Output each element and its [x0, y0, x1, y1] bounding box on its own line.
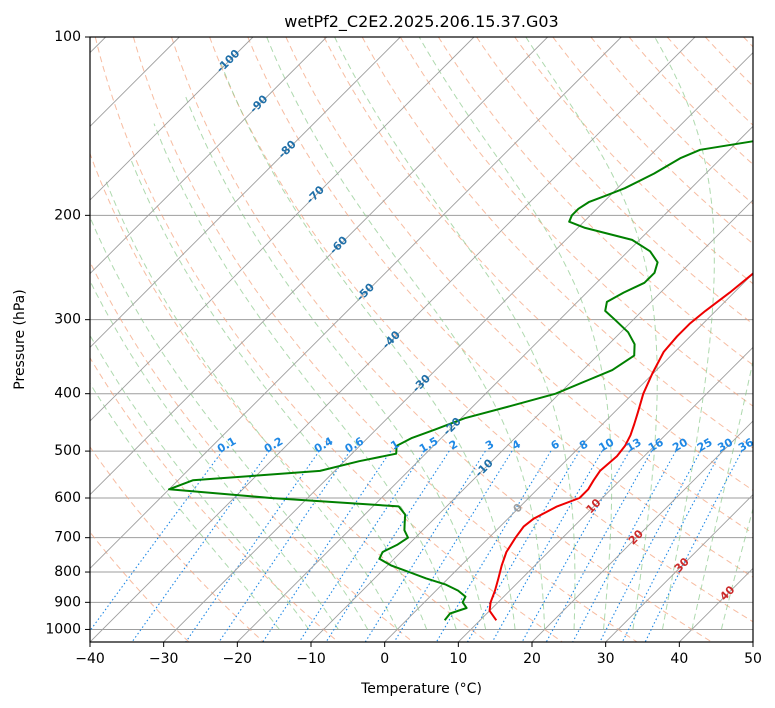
x-tick-label: 20 [523, 651, 541, 667]
moist-adiabat [219, 61, 516, 630]
mixing-ratio-line [185, 450, 320, 642]
x-tick-label: 50 [744, 651, 762, 667]
dry-adiabat [552, 37, 753, 245]
isotherm-line [458, 346, 753, 642]
dewpoint-profile-line [168, 140, 753, 621]
moist-adiabat [90, 334, 310, 630]
isotherms [90, 37, 753, 642]
isotherm-line [90, 37, 548, 496]
mixing-ratio-line [467, 450, 580, 642]
isotherm-line [90, 37, 696, 642]
moist-adiabat [334, 37, 576, 630]
isotherm-line [237, 125, 753, 642]
isotherm-line [605, 494, 753, 642]
x-tick-label: −10 [296, 651, 326, 667]
chart-title: wetPf2_C2E2.2025.206.15.37.G03 [284, 12, 558, 32]
isotherm-line [163, 52, 753, 642]
y-axis-ticks: 100 200 300 400 500 600 700 800 900 1000 [45, 29, 90, 637]
sounding-profiles [168, 140, 753, 621]
isotherm-line [310, 199, 753, 642]
x-tick-label: 30 [597, 651, 615, 667]
isotherm-line [90, 37, 327, 275]
x-tick-label: 0 [380, 651, 389, 667]
dry-adiabat [90, 356, 339, 642]
moist-adiabat [525, 37, 658, 630]
moist-adiabat [184, 94, 487, 630]
dry-adiabat [90, 260, 414, 642]
dry-adiabat [323, 37, 753, 491]
moist-adiabat [691, 358, 753, 630]
y-tick-label: 100 [54, 29, 81, 45]
y-tick-label: 500 [54, 443, 81, 459]
x-tick-label: 10 [449, 651, 467, 667]
y-tick-label: 200 [54, 207, 81, 223]
mixing-ratio-line [435, 450, 552, 642]
dry-adiabat [94, 37, 563, 642]
x-tick-label: 40 [670, 651, 688, 667]
moist-adiabat [90, 215, 369, 630]
y-tick-label: 700 [54, 530, 81, 546]
x-tick-label: −40 [75, 651, 105, 667]
dry-adiabat [209, 37, 753, 623]
y-tick-label: 300 [54, 312, 81, 328]
mixing-ratio-lines [90, 450, 743, 642]
mixing-ratio-line [545, 450, 653, 642]
dry-adiabat [437, 37, 753, 366]
pressure-gridlines [90, 37, 753, 630]
mixing-ratio-line [521, 450, 630, 642]
moist-adiabat [720, 506, 753, 630]
moist-adiabat [418, 37, 613, 630]
isotherm-line [90, 37, 622, 569]
moist-adiabats [90, 37, 753, 630]
moist-adiabat [129, 157, 428, 630]
y-tick-label: 400 [54, 386, 81, 402]
dry-adiabat [132, 37, 638, 642]
moist-adiabat [654, 37, 715, 630]
dry-adiabat [285, 37, 753, 535]
isotherm-line [90, 37, 254, 201]
moist-adiabat [90, 279, 339, 630]
isotherm-line [384, 273, 753, 642]
dry-adiabat [171, 37, 712, 642]
dry-adiabat [590, 37, 753, 205]
moist-adiabat [105, 180, 398, 630]
y-tick-label: 900 [54, 594, 81, 610]
moist-adiabat [266, 37, 546, 630]
mixing-ratio-line [131, 450, 270, 642]
y-axis-label: Pressure (hPa) [12, 289, 28, 389]
y-tick-label: 800 [54, 564, 81, 580]
isotherm-line [90, 37, 401, 348]
x-axis-label: Temperature (°C) [360, 681, 482, 697]
y-tick-label: 600 [54, 490, 81, 506]
isotherm-line [90, 37, 475, 422]
mixing-ratio-line [364, 450, 486, 642]
moist-adiabat [153, 123, 457, 630]
mixing-ratio-line [491, 450, 603, 642]
mixing-ratio-line [621, 450, 722, 642]
x-tick-label: −30 [149, 651, 179, 667]
mixing-ratio-line [393, 450, 513, 642]
y-tick-label: 1000 [45, 621, 81, 637]
dry-adiabat [399, 37, 753, 407]
dry-adiabat [247, 37, 753, 578]
x-tick-label: −20 [223, 651, 253, 667]
mixing-ratio-line [599, 450, 701, 642]
x-axis-ticks: −40 −30 −20 −10 0 10 20 30 40 50 [75, 642, 762, 667]
mixing-ratio-line [218, 450, 351, 642]
mixing-ratio-line [572, 450, 677, 642]
temperature-profile-line [488, 272, 753, 621]
isotherm-line [531, 420, 753, 642]
moist-adiabat [90, 382, 280, 630]
plot-frame [89, 36, 754, 643]
dry-adiabat [90, 446, 264, 642]
